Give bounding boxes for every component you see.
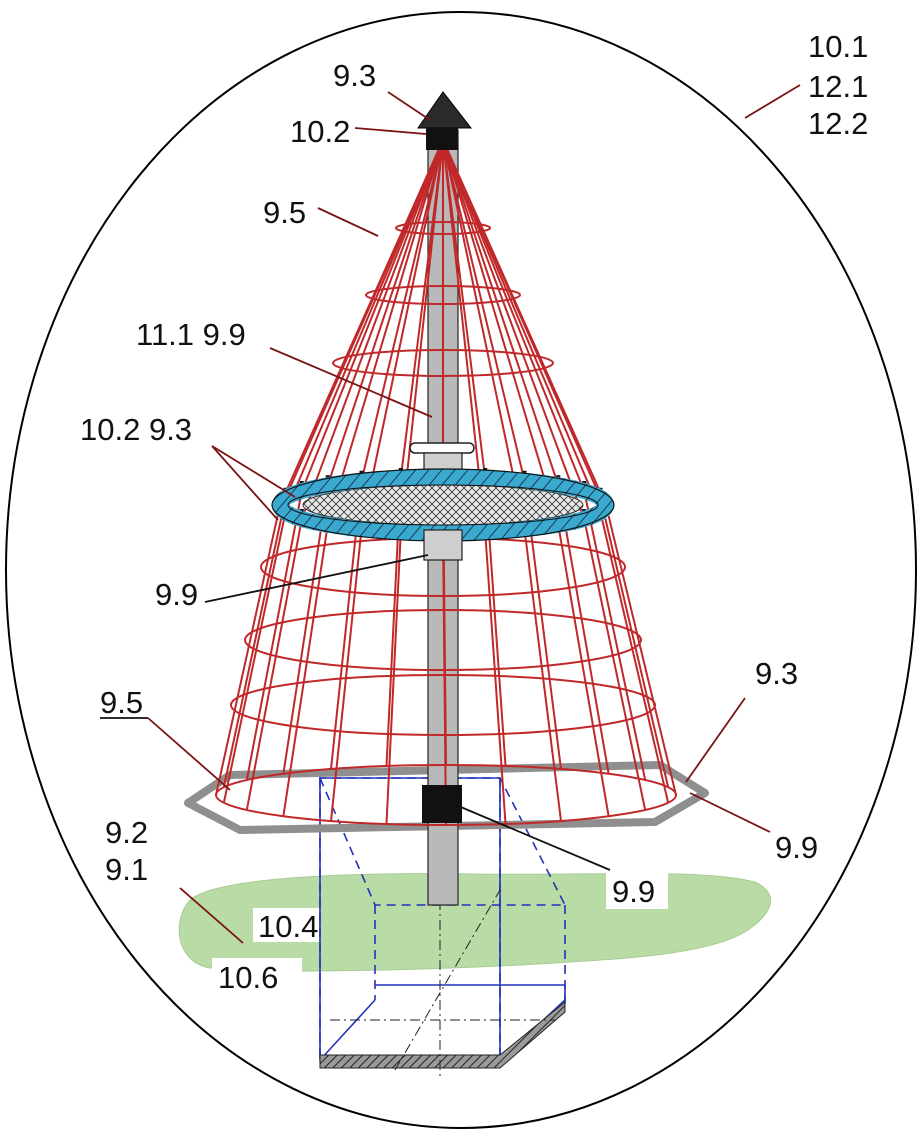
label-foundation-upper: 10.4 bbox=[258, 909, 318, 944]
rope-upper-strand bbox=[442, 139, 586, 492]
label-top-right-1: 10.1 bbox=[808, 29, 868, 64]
cap-sleeve bbox=[426, 128, 458, 150]
rope-upper-strand bbox=[442, 139, 526, 481]
rope-hoop bbox=[395, 221, 491, 235]
label-ring-clamps: 10.2 9.3 bbox=[80, 412, 192, 447]
ring-mesh bbox=[302, 484, 584, 526]
label-ring-sleeve: 9.9 bbox=[155, 577, 198, 612]
label-bg-foundation-lower bbox=[212, 958, 302, 994]
leader-lines bbox=[100, 84, 801, 944]
rope-upper-strand bbox=[442, 139, 560, 486]
rope-upper-strand bbox=[399, 139, 444, 479]
rope-lower-strand bbox=[222, 512, 287, 803]
rope-base-hoop bbox=[215, 764, 677, 826]
rope-upper-strand bbox=[300, 139, 444, 520]
label-ground-1: 9.2 bbox=[105, 815, 148, 850]
rope-lower-strand bbox=[599, 512, 670, 803]
rope-upper-strand bbox=[326, 139, 444, 486]
rope-lower-strand bbox=[583, 490, 647, 781]
rope-lower-strand bbox=[245, 490, 303, 781]
rope-upper-strand bbox=[442, 139, 487, 479]
rope-lower-strand bbox=[557, 524, 610, 817]
rope-upper-strand bbox=[442, 139, 602, 499]
lower-collar bbox=[423, 529, 463, 561]
boundary-ellipse bbox=[5, 11, 917, 1129]
label-base-ring: 9.9 bbox=[775, 830, 818, 865]
label-top-right-2: 12.1 bbox=[808, 69, 868, 104]
label-upper-rope: 9.5 bbox=[263, 195, 306, 230]
rope-upper-strand bbox=[300, 139, 444, 492]
rope-upper-strand bbox=[284, 139, 444, 499]
label-cap: 9.3 bbox=[333, 58, 376, 93]
rope-lower-strand bbox=[282, 524, 329, 817]
rope-hoop bbox=[365, 285, 521, 305]
label-top-right-3: 12.2 bbox=[808, 106, 868, 141]
rope-lower-strand bbox=[605, 504, 677, 796]
rope-upper-strand bbox=[326, 139, 444, 526]
rope-upper-strand bbox=[442, 139, 526, 530]
bottom-sleeve bbox=[422, 785, 462, 823]
label-foundation-lower: 10.6 bbox=[218, 960, 278, 995]
label-base-clamp: 9.3 bbox=[755, 656, 798, 691]
rope-lower-strand bbox=[523, 529, 562, 822]
rope-hoop bbox=[230, 674, 656, 736]
rope-upper-strand bbox=[442, 139, 487, 533]
rope-hoop bbox=[332, 349, 554, 377]
rope-lower-strand bbox=[583, 518, 647, 811]
rope-upper-strand bbox=[399, 139, 444, 533]
rope-hoop bbox=[244, 609, 642, 671]
rope-lower-strand bbox=[385, 531, 402, 825]
foundation-slab bbox=[319, 1000, 566, 1069]
rope-lower-strand bbox=[245, 518, 303, 811]
mid-clamp bbox=[409, 442, 475, 454]
label-bottom-sleeve: 9.9 bbox=[612, 874, 655, 909]
label-mast: 11.1 9.9 bbox=[136, 317, 246, 352]
label-lower-rope: 9.5 bbox=[100, 685, 143, 720]
rope-lower-strand bbox=[222, 497, 287, 788]
rope-lower-strand bbox=[215, 504, 281, 796]
upper-ring-inline bbox=[287, 484, 599, 526]
rope-lower-strand bbox=[330, 529, 363, 822]
rope-upper-strand bbox=[360, 139, 444, 481]
rope-lower-strand bbox=[599, 497, 670, 788]
rope-upper-strand bbox=[442, 139, 560, 526]
rope-lower-strand bbox=[484, 531, 507, 825]
label-cap-sleeve: 10.2 bbox=[290, 114, 350, 149]
rope-upper-strand bbox=[442, 139, 586, 520]
label-bg-foundation-upper bbox=[253, 908, 319, 942]
cap bbox=[417, 91, 473, 129]
label-ground-2: 9.1 bbox=[105, 852, 148, 887]
rope-upper-strand bbox=[360, 139, 444, 530]
label-bg-bottom-sleeve bbox=[606, 873, 668, 909]
